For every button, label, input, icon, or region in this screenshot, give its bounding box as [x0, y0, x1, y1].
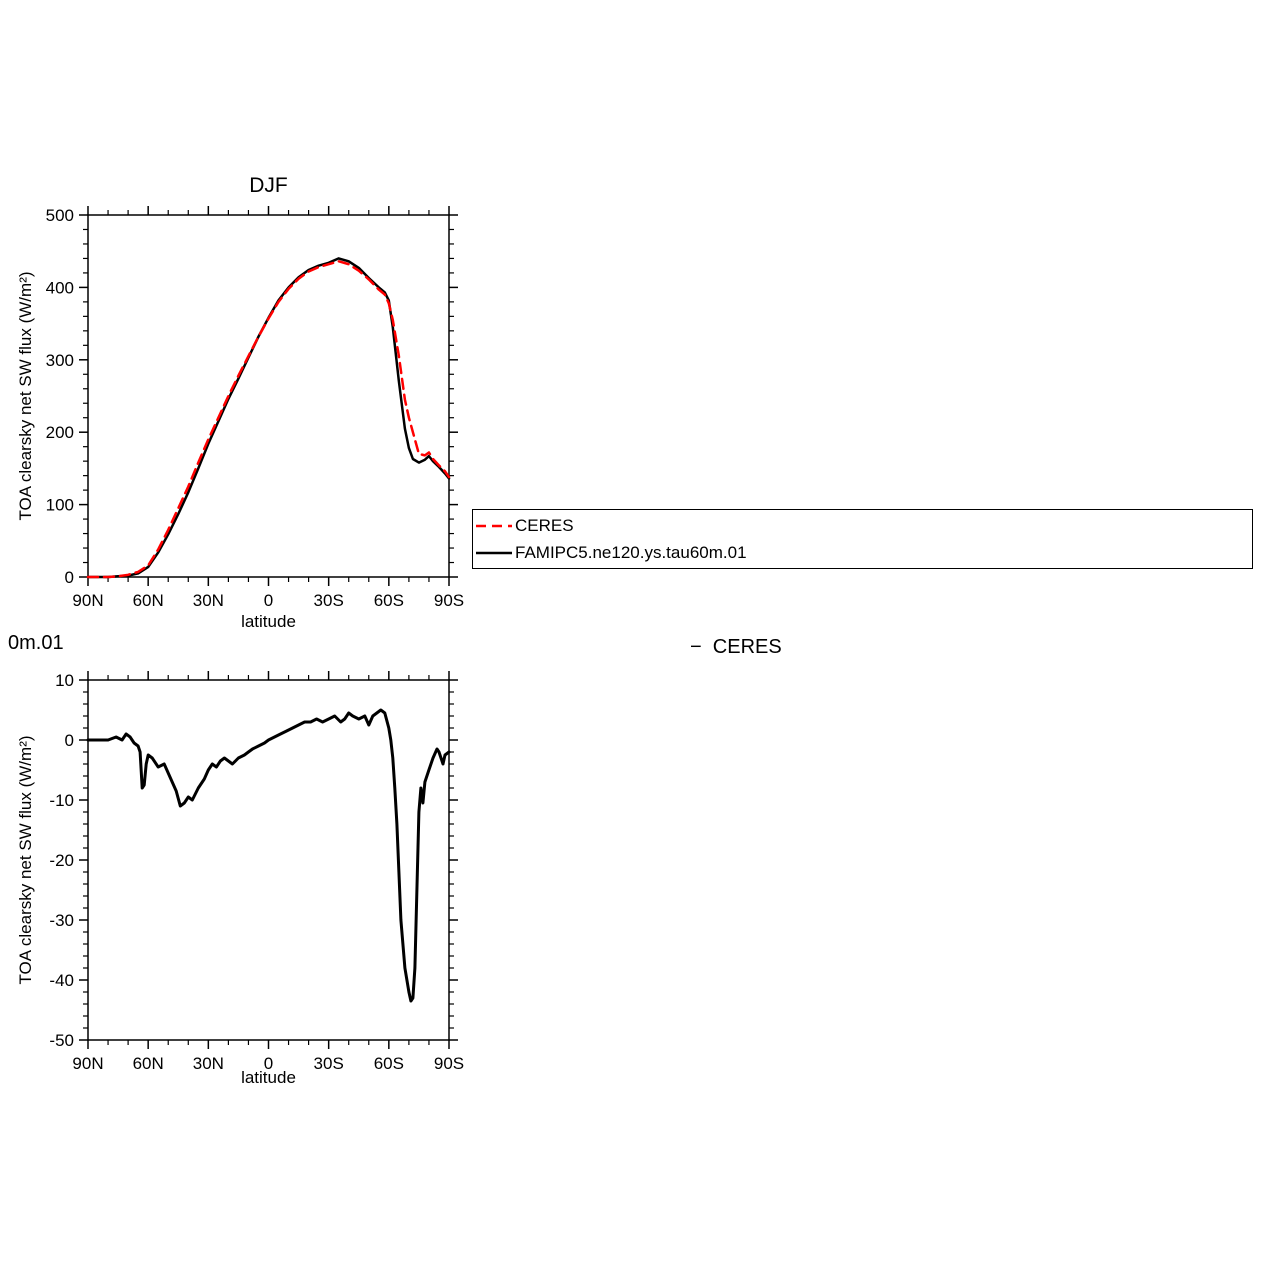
series-famipc5-ne120-ys-tau60m-01 [86, 257, 451, 579]
y-tick-label: 300 [46, 351, 74, 370]
x-tick-label: 90S [434, 591, 464, 610]
x-tick-label: 90N [72, 591, 103, 610]
y-tick-label: 400 [46, 278, 74, 297]
x-tick-label: 60N [133, 591, 164, 610]
legend-label-model: FAMIPC5.ne120.ys.tau60m.01 [515, 542, 747, 562]
y-tick-label: -40 [49, 971, 74, 990]
series-famipc5-ne120-ys-tau60m-01-ceres [86, 708, 451, 1003]
chart1-y-axis-label: TOA clearsky net SW flux (W/m²) [16, 271, 35, 521]
x-tick-label: 30S [314, 591, 344, 610]
chart1-x-axis-label: latitude [241, 612, 296, 631]
x-tick-label: 30S [314, 1054, 344, 1073]
y-tick-label: 500 [46, 206, 74, 225]
ceres-dashed-line-icon [476, 524, 512, 527]
y-tick-label: -50 [49, 1031, 74, 1050]
x-tick-label: 60S [374, 591, 404, 610]
y-tick-label: 100 [46, 496, 74, 515]
x-tick-label: 60S [374, 1054, 404, 1073]
chart2-title-right-fragment: − CERES [690, 636, 782, 658]
y-tick-label: -20 [49, 851, 74, 870]
y-tick-label: 0 [65, 568, 74, 587]
plot-frame [87, 679, 450, 1041]
series-ceres [86, 260, 451, 579]
chart2-y-axis-label: TOA clearsky net SW flux (W/m²) [16, 735, 35, 985]
x-tick-label: 30N [193, 1054, 224, 1073]
chart1-title: DJF [249, 174, 288, 197]
legend-label-ceres: CERES [515, 515, 574, 535]
y-tick-label: 200 [46, 423, 74, 442]
x-tick-label: 60N [133, 1054, 164, 1073]
chart2-x-axis-label: latitude [241, 1068, 296, 1087]
legend-entry-ceres: CERES [475, 512, 1252, 539]
legend: CERES FAMIPC5.ne120.ys.tau60m.01 [472, 509, 1253, 569]
model-solid-line-icon [476, 551, 512, 554]
legend-entry-model: FAMIPC5.ne120.ys.tau60m.01 [475, 539, 1252, 566]
y-tick-label: 10 [55, 671, 74, 690]
x-tick-label: 30N [193, 591, 224, 610]
x-tick-label: 0 [264, 1054, 273, 1073]
x-tick-label: 90N [72, 1054, 103, 1073]
plot-frame [87, 214, 450, 578]
x-tick-label: 0 [264, 591, 273, 610]
chart2-title-left-fragment: 0m.01 [8, 632, 64, 654]
x-tick-label: 90S [434, 1054, 464, 1073]
y-tick-label: -10 [49, 791, 74, 810]
y-tick-label: 0 [65, 731, 74, 750]
y-tick-label: -30 [49, 911, 74, 930]
